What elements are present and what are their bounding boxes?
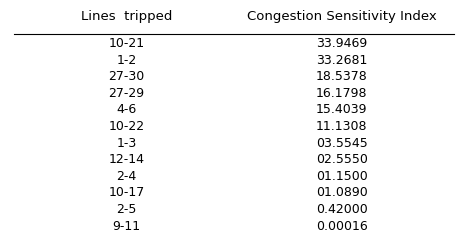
Text: 01.1500: 01.1500 [316,170,367,183]
Text: 15.4039: 15.4039 [316,103,367,116]
Text: 33.2681: 33.2681 [316,54,367,67]
Text: 27-30: 27-30 [108,70,145,83]
Text: 02.5550: 02.5550 [316,153,367,166]
Text: 0.00016: 0.00016 [316,220,367,233]
Text: 10-21: 10-21 [108,37,145,50]
Text: 11.1308: 11.1308 [316,120,367,133]
Text: 33.9469: 33.9469 [316,37,367,50]
Text: 10-22: 10-22 [108,120,145,133]
Text: 12-14: 12-14 [109,153,144,166]
Text: 4-6: 4-6 [116,103,137,116]
Text: Lines  tripped: Lines tripped [80,10,172,23]
Text: 1-2: 1-2 [116,54,137,67]
Text: 9-11: 9-11 [112,220,140,233]
Text: 2-5: 2-5 [116,203,137,216]
Text: 16.1798: 16.1798 [316,87,367,100]
Text: 27-29: 27-29 [108,87,145,100]
Text: 03.5545: 03.5545 [316,137,367,150]
Text: 1-3: 1-3 [116,137,137,150]
Text: Congestion Sensitivity Index: Congestion Sensitivity Index [247,10,437,23]
Text: 10-17: 10-17 [108,186,145,199]
Text: 01.0890: 01.0890 [316,186,367,199]
Text: 2-4: 2-4 [116,170,137,183]
Text: 0.42000: 0.42000 [316,203,367,216]
Text: 18.5378: 18.5378 [316,70,367,83]
